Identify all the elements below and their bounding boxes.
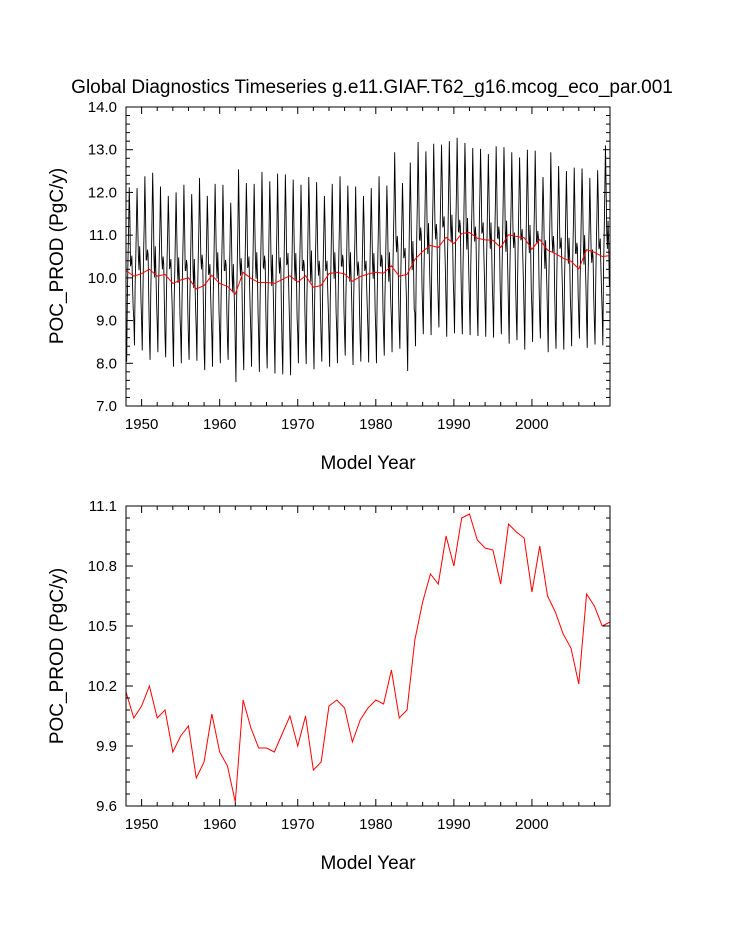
bottom-x-tick-label: 2000 [515, 816, 548, 833]
top-y-tick-label: 11.0 [89, 227, 117, 244]
top-x-tick-label: 1980 [359, 416, 392, 433]
top-plot-frame [125, 106, 611, 407]
top-y-tick-label: 14.0 [88, 99, 117, 116]
top-y-tick-label: 7.0 [96, 398, 117, 415]
bottom-x-tick-label: 1960 [203, 816, 236, 833]
top-x-tick-label: 1960 [203, 416, 236, 433]
top-chart: Global Diagnostics Timeseries g.e11.GIAF… [47, 77, 673, 474]
top-x-tick-label: 1990 [437, 416, 470, 433]
bottom-plot-frame [125, 505, 611, 807]
annual-mean-series-line [125, 513, 611, 803]
top-x-axis-label: Model Year [320, 453, 416, 474]
top-x-tick-label: 1970 [281, 416, 314, 433]
top-x-tick-label: 2000 [515, 416, 548, 433]
chart-title: Global Diagnostics Timeseries g.e11.GIAF… [71, 77, 673, 98]
top-axes-ticks: 1950 1960 1970 1980 1990 2000 7.0 8.0 9.0 10.0 11.… [88, 99, 610, 433]
top-x-tick-label: 1950 [125, 416, 158, 433]
top-y-tick-label: 9.0 [96, 313, 117, 330]
bottom-y-tick-label: 9.9 [96, 738, 117, 755]
top-y-tick-label: 13.0 [88, 142, 117, 159]
annual-mean-series-line [125, 232, 611, 295]
bottom-y-tick-label: 10.2 [88, 678, 117, 695]
bottom-y-axis-label: POC_PROD (PgC/y) [47, 568, 68, 744]
bottom-y-tick-label: 10.8 [88, 558, 117, 575]
bottom-x-tick-label: 1950 [125, 816, 158, 833]
top-y-tick-label: 10.0 [88, 270, 117, 287]
bottom-y-tick-label: 9.6 [96, 798, 117, 815]
top-plot-area [125, 137, 611, 383]
bottom-y-tick-label: 10.5 [88, 618, 117, 635]
bottom-x-axis-label: Model Year [320, 853, 416, 874]
bottom-x-tick-label: 1970 [281, 816, 314, 833]
top-y-tick-label: 12.0 [88, 184, 117, 201]
bottom-chart: 1950 1960 1970 1980 1990 2000 9.6 9.9 10.2 10.5 10… [47, 498, 611, 874]
top-y-tick-label: 8.0 [96, 355, 117, 372]
bottom-axes-ticks: 1950 1960 1970 1980 1990 2000 9.6 9.9 10.2 10.5 10… [88, 498, 610, 833]
monthly-series-line [125, 137, 610, 383]
bottom-y-tick-label: 11.1 [89, 498, 117, 515]
bottom-x-tick-label: 1980 [359, 816, 392, 833]
bottom-x-tick-label: 1990 [437, 816, 470, 833]
bottom-plot-area [125, 513, 611, 803]
top-y-axis-label: POC_PROD (PgC/y) [47, 168, 68, 344]
